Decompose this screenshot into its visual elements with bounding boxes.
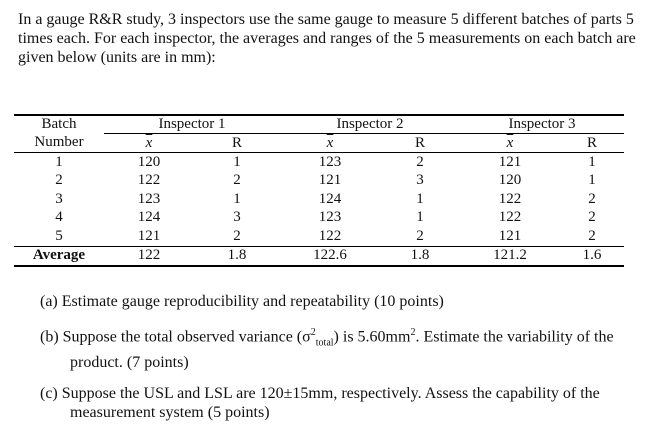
table-cell: 121 <box>137 227 161 244</box>
table-cell: 124 <box>137 209 161 226</box>
table-cell: 120 <box>137 153 161 170</box>
batch-cell: 5 <box>55 227 63 244</box>
inspector-1-header: Inspector 1 <box>104 116 280 134</box>
table-cell: 123 <box>318 153 342 170</box>
table-cell: 123 <box>137 190 161 207</box>
table-cell: 3 <box>416 172 424 189</box>
table-cell: 121 <box>498 227 522 244</box>
table-cell: 121 <box>318 172 342 189</box>
table-cell: 122 <box>498 190 522 207</box>
batch-cell: 3 <box>55 190 63 207</box>
range-header: R <box>380 133 460 153</box>
table-cell: 1 <box>588 153 596 170</box>
table-cell: 124 <box>318 190 342 207</box>
table-cell: 122 <box>498 209 522 226</box>
question-a: (a) Estimate gauge reproducibility and r… <box>40 293 444 310</box>
average-cell: 1.8 <box>380 245 460 267</box>
average-row: Average 122 1.8 122.6 1.8 121.2 1.6 <box>14 245 624 267</box>
table-cell: 122 <box>137 172 161 189</box>
gauge-rr-table: Batch Inspector 1 Inspector 2 Inspector … <box>14 114 624 267</box>
table-cell: 3 <box>233 209 241 226</box>
table-cell: 2 <box>588 209 596 226</box>
table-row: 3 123 1 124 1 122 2 <box>14 190 624 209</box>
range-header: R <box>194 133 280 153</box>
table-cell: 120 <box>498 172 522 189</box>
average-label: Average <box>14 245 104 267</box>
table-cell: 2 <box>588 227 596 244</box>
xbar-header: x <box>506 134 514 151</box>
questions: (a) Estimate gauge reproducibility and r… <box>40 292 640 434</box>
table-cell: 2 <box>233 172 241 189</box>
range-header: R <box>560 133 624 153</box>
table-cell: 2 <box>416 153 424 170</box>
inspector-3-header: Inspector 3 <box>460 116 624 134</box>
table-cell: 2 <box>588 190 596 207</box>
table-row: 1 120 1 123 2 121 1 <box>14 153 624 172</box>
table-cell: 1 <box>416 209 424 226</box>
batch-cell: 1 <box>55 153 63 170</box>
table-row: 2 122 2 121 3 120 1 <box>14 172 624 191</box>
average-cell: 1.8 <box>194 245 280 267</box>
question-b: (b) Suppose the total observed variance … <box>40 327 614 371</box>
table-cell: 121 <box>498 153 522 170</box>
table-cell: 1 <box>233 153 241 170</box>
average-cell: 122.6 <box>280 245 380 267</box>
xbar-header: x <box>145 134 153 151</box>
table-cell: 2 <box>416 227 424 244</box>
table-cell: 123 <box>318 209 342 226</box>
problem-intro: In a gauge R&R study, 3 inspectors use t… <box>18 11 636 66</box>
table-row: 5 121 2 122 2 121 2 <box>14 227 624 246</box>
question-c: (c) Suppose the USL and LSL are 120±15mm… <box>40 384 600 421</box>
batch-header: Batch <box>41 116 77 133</box>
batch-number-header: Number <box>14 133 104 153</box>
table-cell: 1 <box>233 190 241 207</box>
inspector-2-header: Inspector 2 <box>280 116 460 134</box>
table-cell: 2 <box>233 227 241 244</box>
table-cell: 122 <box>318 227 342 244</box>
table-cell: 1 <box>416 190 424 207</box>
batch-cell: 2 <box>55 172 63 189</box>
table-cell: 1 <box>588 172 596 189</box>
batch-cell: 4 <box>55 209 63 226</box>
average-cell: 121.2 <box>460 245 560 267</box>
table-row: 4 124 3 123 1 122 2 <box>14 209 624 228</box>
average-cell: 1.6 <box>560 245 624 267</box>
xbar-header: x <box>326 134 334 151</box>
average-cell: 122 <box>104 245 194 267</box>
